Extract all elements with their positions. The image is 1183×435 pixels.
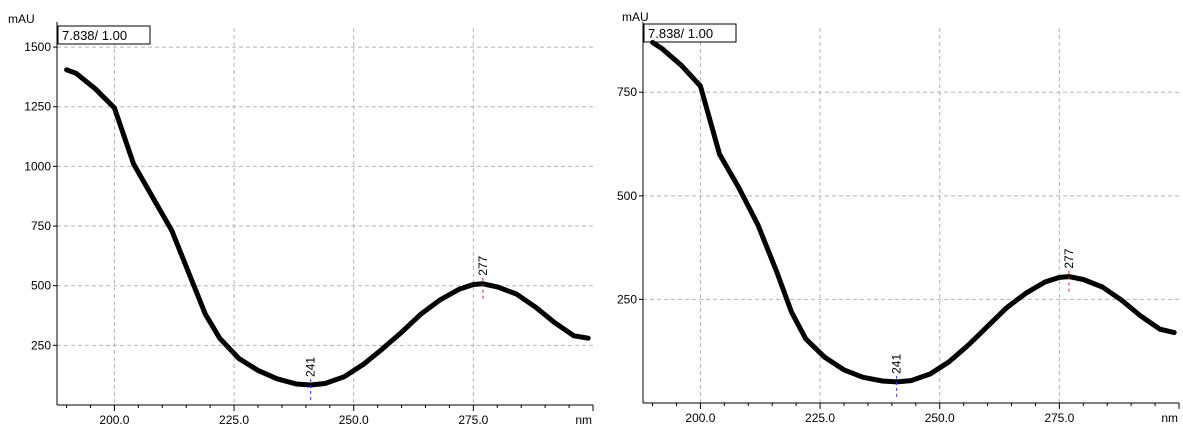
p2-data-point bbox=[776, 271, 778, 273]
p2-data-point bbox=[824, 356, 826, 358]
p2-data-point bbox=[699, 85, 701, 87]
p2-data-point bbox=[987, 325, 989, 327]
p1-data-point bbox=[94, 88, 96, 90]
p1-y-tick-label: 750 bbox=[31, 219, 51, 233]
p2-data-point bbox=[805, 338, 807, 340]
p1-peak-label-maximum: 277 bbox=[476, 255, 490, 275]
p2-data-point bbox=[910, 380, 912, 382]
p1-data-point bbox=[66, 69, 68, 71]
p2-data-point bbox=[661, 48, 663, 50]
p2-x-axis-label: nm bbox=[1161, 411, 1178, 425]
p1-data-point bbox=[257, 369, 259, 371]
p2-data-point bbox=[881, 380, 883, 382]
p2-annotation-box bbox=[643, 23, 737, 43]
p1-data-point bbox=[381, 348, 383, 350]
p1-data-point bbox=[535, 306, 537, 308]
p2-data-point bbox=[1058, 276, 1060, 278]
p1-data-point bbox=[420, 313, 422, 315]
p2-data-point bbox=[1082, 279, 1084, 281]
p2-x-tick-label: 200.0 bbox=[685, 411, 715, 425]
p1-y-tick-label: 1250 bbox=[24, 100, 51, 114]
p1-y-tick-label: 250 bbox=[31, 338, 51, 352]
p1-x-tick-label: 275.0 bbox=[458, 413, 488, 427]
p1-data-point bbox=[587, 337, 589, 339]
chart-panel-1: 250 500 750 1000 1250 1500 200.0 225.0 250.0 275.… bbox=[8, 12, 594, 427]
p1-data-point bbox=[401, 331, 403, 333]
p1-data-point bbox=[133, 163, 135, 165]
p2-peak-label-minimum: 241 bbox=[890, 354, 904, 374]
p1-data-point bbox=[276, 378, 278, 380]
p1-data-point bbox=[515, 293, 517, 295]
p2-data-point bbox=[862, 376, 864, 378]
p2-data-point bbox=[719, 153, 721, 155]
p2-y-tick-label: 500 bbox=[617, 189, 637, 203]
chart-panel-2: 250 500 750 200.0 225.0 250.0 275.0 mAU nm 7.838/… bbox=[617, 10, 1180, 425]
p1-x-tick-label: 250.0 bbox=[339, 413, 369, 427]
p2-data-point bbox=[757, 224, 759, 226]
p2-y-axis-label: mAU bbox=[622, 10, 649, 24]
p1-y-axis-label: mAU bbox=[8, 12, 35, 26]
p1-data-point bbox=[295, 383, 297, 385]
p2-y-tick-label: 250 bbox=[617, 292, 637, 306]
p1-x-tick-label: 225.0 bbox=[219, 413, 249, 427]
p1-data-point bbox=[238, 357, 240, 359]
p2-x-tick-label: 250.0 bbox=[925, 411, 955, 425]
p2-data-point bbox=[1121, 299, 1123, 301]
p1-data-point bbox=[113, 107, 115, 109]
p1-x-tick-label: 200.0 bbox=[99, 413, 129, 427]
p2-data-point bbox=[1173, 332, 1175, 334]
p2-annotation-text: 7.838/ 1.00 bbox=[648, 26, 713, 41]
p1-data-point bbox=[343, 376, 345, 378]
p1-data-point bbox=[190, 278, 192, 280]
p1-data-point bbox=[219, 337, 221, 339]
p1-data-point bbox=[362, 363, 364, 365]
p1-data-point bbox=[472, 284, 474, 286]
p1-data-point bbox=[554, 322, 556, 324]
p2-data-point bbox=[967, 344, 969, 346]
p2-data-point bbox=[948, 361, 950, 363]
p2-data-point bbox=[1025, 292, 1027, 294]
p1-y-tick-label: 500 bbox=[31, 279, 51, 293]
p2-data-point bbox=[843, 369, 845, 371]
p1-annotation-box bbox=[57, 25, 151, 45]
p2-x-tick-label: 225.0 bbox=[805, 411, 835, 425]
p2-x-tick-label: 275.0 bbox=[1044, 411, 1074, 425]
p2-data-point bbox=[680, 64, 682, 66]
p2-peak-label-maximum: 277 bbox=[1062, 248, 1076, 268]
p1-data-point bbox=[496, 286, 498, 288]
p2-spectrum-line bbox=[650, 40, 1177, 385]
p2-y-tick-label: 750 bbox=[617, 85, 637, 99]
p2-data-point bbox=[1101, 286, 1103, 288]
p2-data-point bbox=[929, 373, 931, 375]
p1-data-point bbox=[204, 313, 206, 315]
p1-annotation-text: 7.838/ 1.00 bbox=[62, 28, 127, 43]
p1-data-point bbox=[324, 383, 326, 385]
p1-data-point bbox=[75, 72, 77, 74]
p2-data-point bbox=[1044, 281, 1046, 283]
p1-data-point bbox=[152, 196, 154, 198]
p1-y-tick-label: 1000 bbox=[24, 159, 51, 173]
p2-data-point bbox=[652, 42, 654, 44]
p2-data-point bbox=[1159, 328, 1161, 330]
p1-data-point bbox=[458, 288, 460, 290]
p2-data-point bbox=[1006, 307, 1008, 309]
p2-data-point bbox=[738, 187, 740, 189]
p1-data-point bbox=[171, 230, 173, 232]
p2-data-point bbox=[1140, 315, 1142, 317]
p1-data-point bbox=[439, 299, 441, 301]
p1-x-axis-label: nm bbox=[575, 413, 592, 427]
p1-y-tick-label: 1500 bbox=[24, 40, 51, 54]
p1-data-point bbox=[573, 335, 575, 337]
p1-peak-label-minimum: 241 bbox=[304, 357, 318, 377]
p1-spectrum-line bbox=[64, 67, 591, 388]
p2-data-point bbox=[790, 311, 792, 313]
